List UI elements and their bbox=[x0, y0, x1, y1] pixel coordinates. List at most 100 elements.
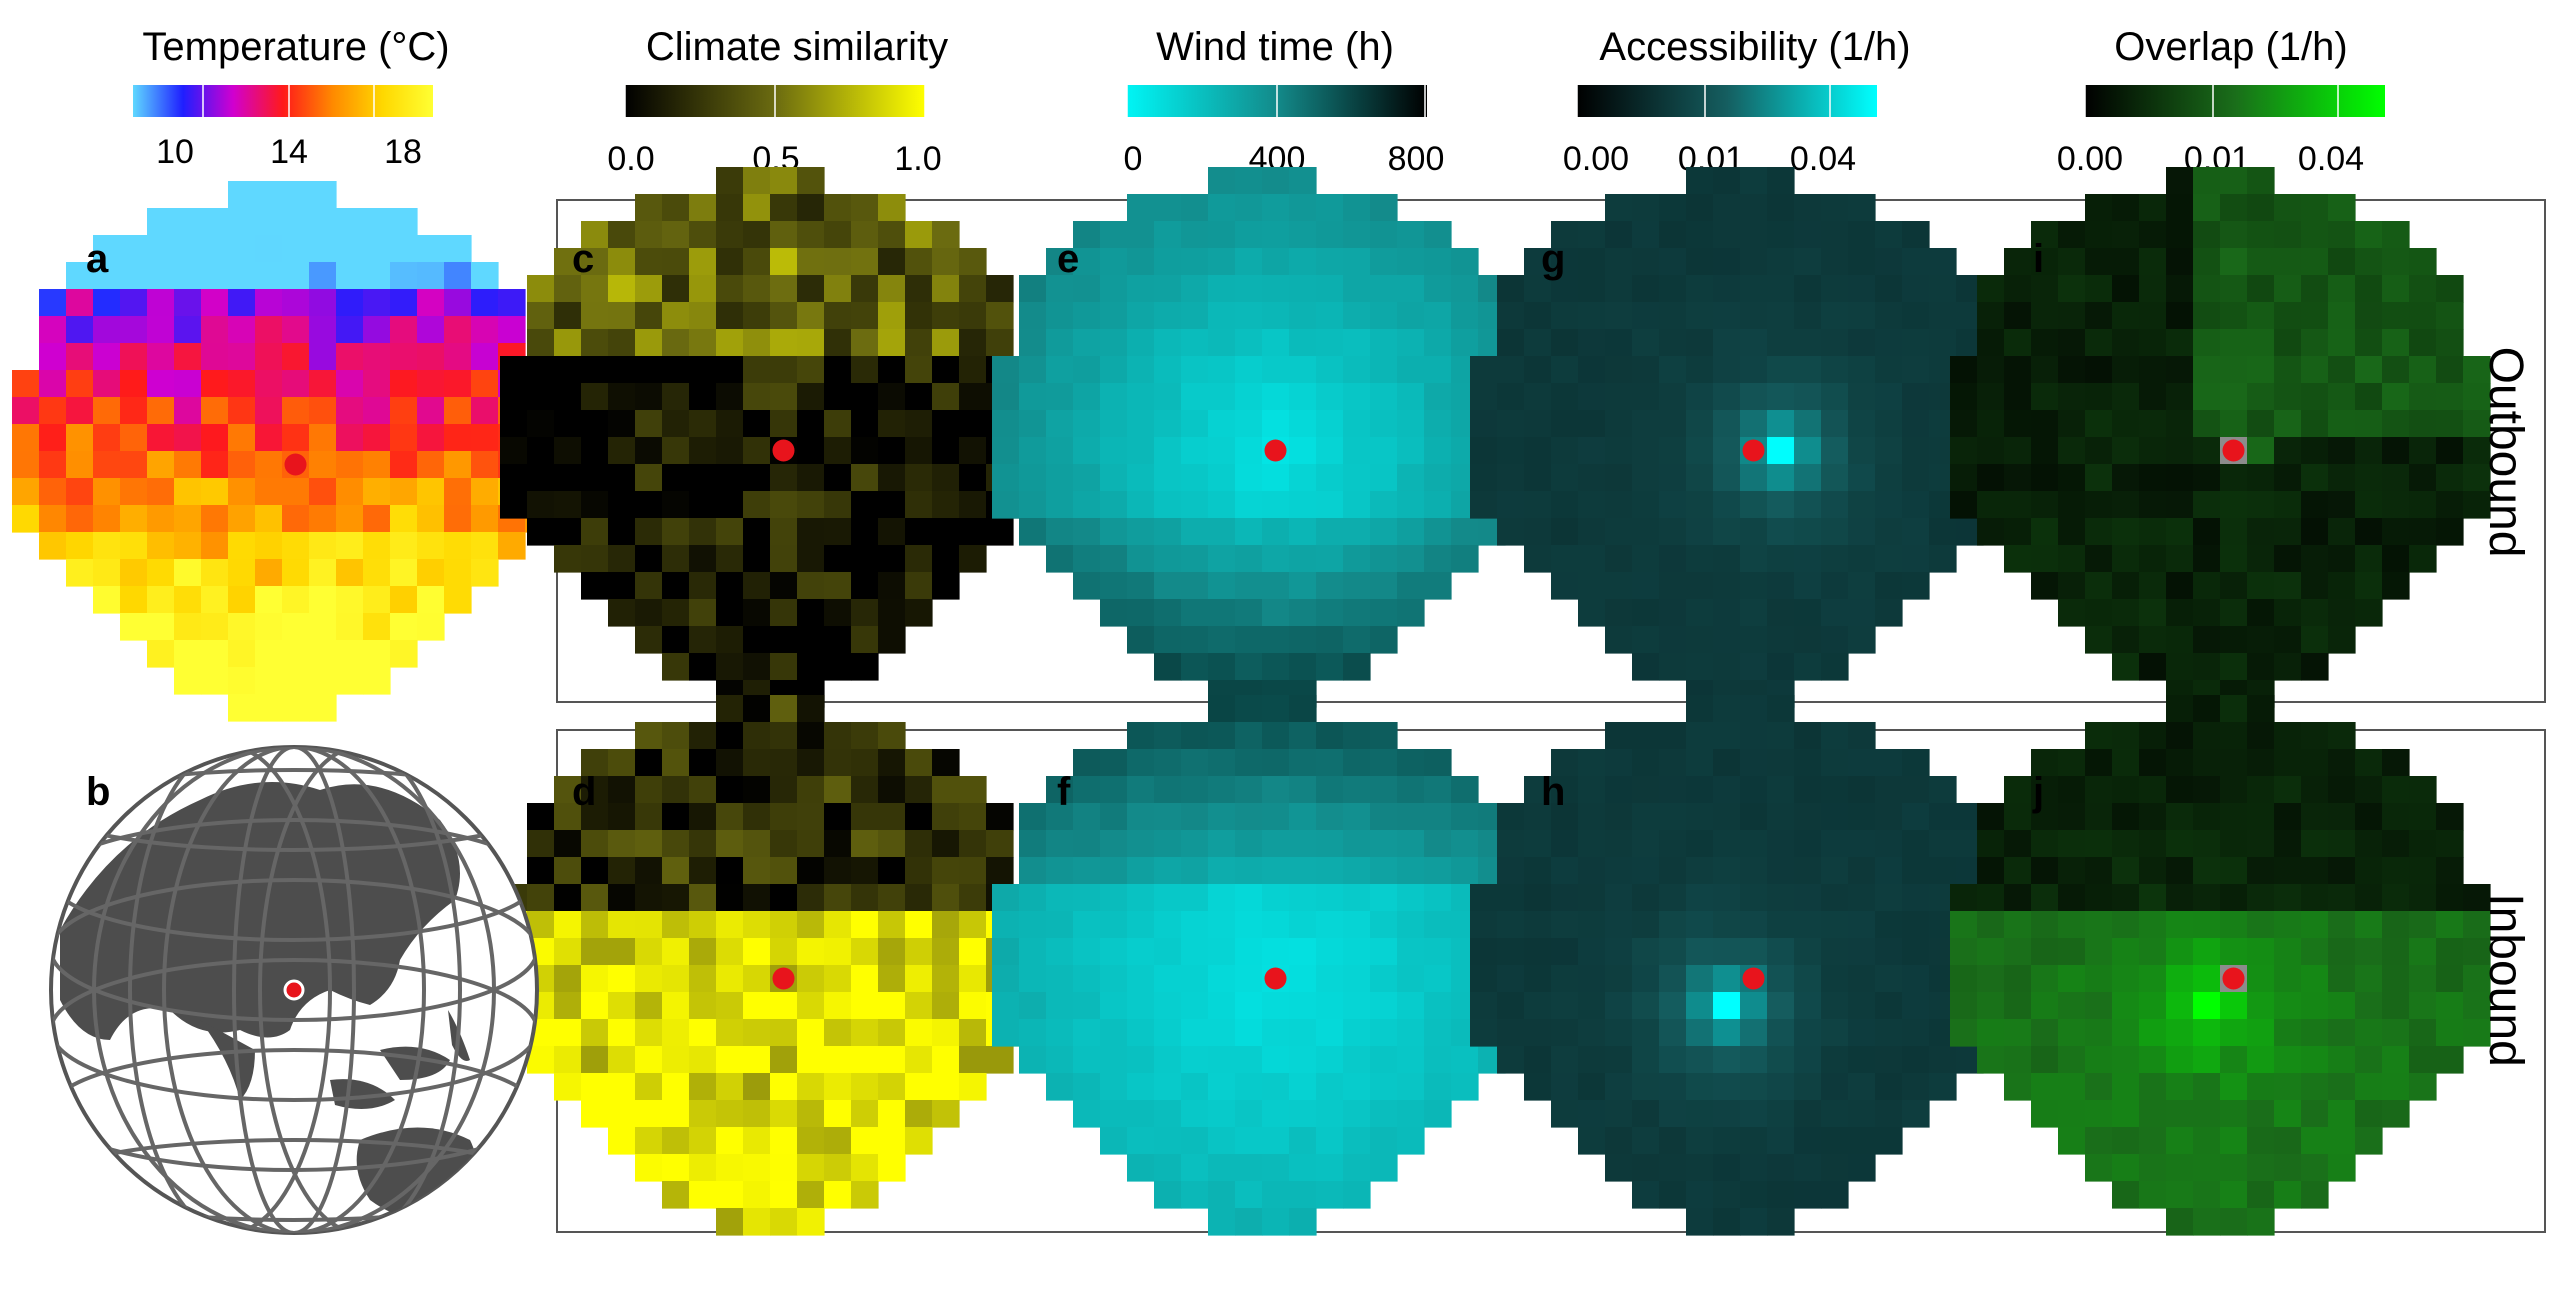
map-cell bbox=[992, 491, 1020, 519]
map-cell bbox=[1632, 410, 1660, 438]
map-cell bbox=[2112, 410, 2140, 438]
map-cell bbox=[1605, 464, 1633, 492]
map-cell bbox=[1235, 1019, 1263, 1047]
map-cell bbox=[309, 451, 337, 479]
map-cell bbox=[554, 518, 582, 546]
map-cell bbox=[1370, 857, 1398, 885]
map-cell bbox=[851, 383, 879, 411]
map-cell bbox=[743, 992, 771, 1020]
map-cell bbox=[932, 965, 960, 993]
map-cell bbox=[1875, 410, 1903, 438]
map-cell bbox=[255, 505, 283, 533]
map-cell bbox=[608, 572, 636, 600]
map-cell bbox=[1470, 938, 1498, 966]
map-cell bbox=[2382, 803, 2410, 831]
map-cell bbox=[2301, 383, 2329, 411]
map-cell bbox=[878, 383, 906, 411]
map-cell bbox=[581, 884, 609, 912]
map-cell bbox=[1181, 302, 1209, 330]
map-cell bbox=[2436, 518, 2464, 546]
map-cell bbox=[1154, 302, 1182, 330]
map-cell bbox=[1181, 1046, 1209, 1074]
map-cell bbox=[2085, 545, 2113, 573]
map-cell bbox=[743, 884, 771, 912]
map-cell bbox=[689, 410, 717, 438]
map-cell bbox=[1551, 410, 1579, 438]
map-cell bbox=[1977, 830, 2005, 858]
map-cell bbox=[1740, 491, 1768, 519]
map-cell bbox=[1397, 329, 1425, 357]
map-cell bbox=[986, 803, 1014, 831]
map-cell bbox=[1424, 803, 1452, 831]
map-cell bbox=[743, 722, 771, 750]
map-cell bbox=[390, 370, 418, 398]
map-cell bbox=[2058, 221, 2086, 249]
map-cell bbox=[1100, 302, 1128, 330]
map-cell bbox=[797, 1181, 825, 1209]
map-cell bbox=[1821, 275, 1849, 303]
map-cell bbox=[1235, 329, 1263, 357]
map-cell bbox=[608, 599, 636, 627]
map-cell bbox=[2328, 803, 2356, 831]
map-cell bbox=[743, 491, 771, 519]
map-cell bbox=[228, 370, 256, 398]
map-cell bbox=[2058, 938, 2086, 966]
map-cell bbox=[1262, 884, 1290, 912]
map-cell bbox=[851, 992, 879, 1020]
map-cell bbox=[689, 437, 717, 465]
map-cell bbox=[554, 437, 582, 465]
map-cell bbox=[824, 464, 852, 492]
map-cell bbox=[1977, 938, 2005, 966]
map-cell bbox=[1875, 749, 1903, 777]
map-cell bbox=[1316, 1019, 1344, 1047]
map-cell bbox=[1977, 1046, 2005, 1074]
map-cell bbox=[1848, 329, 1876, 357]
map-cell bbox=[1127, 749, 1155, 777]
map-cell bbox=[743, 1046, 771, 1074]
map-cell bbox=[851, 356, 879, 384]
map-cell bbox=[1713, 884, 1741, 912]
map-cell bbox=[1208, 803, 1236, 831]
map-cell bbox=[2031, 1019, 2059, 1047]
map-cell bbox=[471, 343, 499, 371]
map-cell bbox=[2382, 965, 2410, 993]
map-cell bbox=[2139, 302, 2167, 330]
map-cell bbox=[2220, 749, 2248, 777]
map-cell bbox=[1262, 518, 1290, 546]
map-cell bbox=[2193, 302, 2221, 330]
map-cell bbox=[2247, 857, 2275, 885]
map-cell bbox=[1821, 1073, 1849, 1101]
map-cell bbox=[770, 1181, 798, 1209]
map-cell bbox=[2193, 194, 2221, 222]
map-cell bbox=[959, 776, 987, 804]
map-cell bbox=[363, 532, 391, 560]
map-cell bbox=[1316, 1181, 1344, 1209]
map-cell bbox=[2139, 275, 2167, 303]
map-cell bbox=[336, 424, 364, 452]
map-cell bbox=[1343, 1127, 1371, 1155]
map-cell bbox=[1262, 1208, 1290, 1236]
map-cell bbox=[1578, 1019, 1606, 1047]
map-cell bbox=[2220, 653, 2248, 681]
map-cell bbox=[282, 235, 310, 263]
map-cell bbox=[2355, 248, 2383, 276]
map-cell bbox=[689, 329, 717, 357]
map-cell bbox=[2166, 248, 2194, 276]
map-cell bbox=[662, 1181, 690, 1209]
legend-access: Accessibility (1/h) 0.00 0.01 0.04 bbox=[1563, 25, 1911, 178]
map-cell bbox=[797, 626, 825, 654]
map-cell bbox=[1605, 1100, 1633, 1128]
map-cell bbox=[1605, 911, 1633, 939]
map-cell bbox=[1100, 1046, 1128, 1074]
map-cell bbox=[2085, 410, 2113, 438]
map-cell bbox=[992, 356, 1020, 384]
map-cell bbox=[992, 911, 1020, 939]
map-cell bbox=[2436, 437, 2464, 465]
map-cell bbox=[1235, 221, 1263, 249]
map-cell bbox=[1181, 437, 1209, 465]
map-cell bbox=[932, 992, 960, 1020]
map-cell bbox=[2247, 911, 2275, 939]
map-cell bbox=[1794, 749, 1822, 777]
map-cell bbox=[1343, 938, 1371, 966]
map-cell bbox=[1632, 911, 1660, 939]
